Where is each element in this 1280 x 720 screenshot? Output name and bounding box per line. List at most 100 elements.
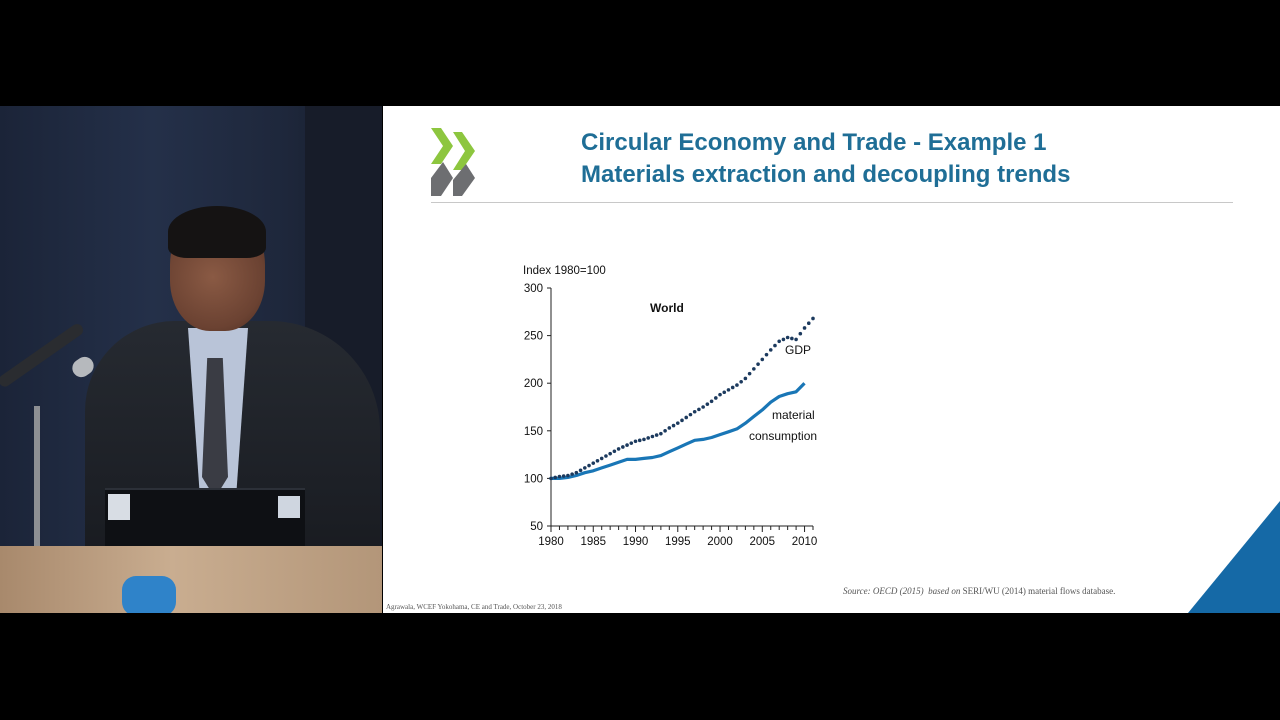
slide-title: Circular Economy and Trade - Example 1 M… xyxy=(581,127,1070,191)
gdp-point xyxy=(802,326,807,330)
source-italic-2: based on xyxy=(928,586,961,596)
chart-title: World xyxy=(650,301,684,315)
gdp-point xyxy=(747,371,752,376)
gdp-point xyxy=(671,423,676,428)
gdp-point xyxy=(726,388,731,392)
laptop xyxy=(105,488,305,552)
speaker-camera-feed xyxy=(0,106,382,613)
source-note: Source: OECD (2015) based on SERI/WU (20… xyxy=(843,586,1115,596)
x-tick-label: 1995 xyxy=(665,536,691,548)
gdp-point xyxy=(794,337,798,342)
gdp-point xyxy=(557,474,562,479)
y-tick-label: 100 xyxy=(524,473,543,485)
y-tick-label: 250 xyxy=(524,331,543,343)
x-tick-label: 1985 xyxy=(580,536,606,548)
gdp-point xyxy=(604,454,608,458)
annotation-gdp: GDP xyxy=(785,343,811,357)
y-axis-label: Index 1980=100 xyxy=(523,265,606,277)
podium-logo xyxy=(122,576,176,613)
corner-accent xyxy=(1188,501,1280,613)
speaker-tie xyxy=(202,358,228,498)
x-tick-label: 2005 xyxy=(749,536,775,548)
x-tick-label: 2000 xyxy=(707,536,733,548)
gdp-point xyxy=(739,379,743,384)
microphone xyxy=(0,321,86,389)
gdp-point xyxy=(650,434,655,439)
world-index-chart: Index 1980=100 300 250 200 150 100 50 1980 1985 1… xyxy=(523,265,818,548)
gdp-point xyxy=(735,383,739,387)
gdp-point xyxy=(798,331,803,336)
gdp-point xyxy=(785,335,790,340)
gdp-point xyxy=(680,418,684,423)
annotation-material-line1: material xyxy=(772,408,815,422)
gdp-point xyxy=(781,337,786,342)
gdp-point xyxy=(743,376,748,381)
gdp-point xyxy=(663,429,667,433)
gdp-point xyxy=(612,449,617,454)
gdp-point xyxy=(697,407,701,412)
gdp-point xyxy=(595,458,600,463)
source-rest: SERI/WU (2014) material flows database. xyxy=(960,586,1116,596)
series-line-material-consumption xyxy=(551,382,806,480)
slide-title-line-1: Circular Economy and Trade - Example 1 xyxy=(581,129,1047,156)
gdp-point xyxy=(561,474,566,478)
laptop-sticker xyxy=(108,494,130,520)
gdp-point xyxy=(773,343,777,348)
gdp-point xyxy=(714,396,718,400)
y-tick-label: 200 xyxy=(524,378,543,390)
gdp-point xyxy=(692,409,697,414)
gdp-point xyxy=(760,357,765,362)
gdp-point xyxy=(570,472,574,476)
gdp-point xyxy=(777,339,781,344)
annotation-material-line2: consumption xyxy=(749,429,817,443)
gdp-point xyxy=(608,451,612,456)
gdp-point xyxy=(553,475,558,480)
gdp-point xyxy=(675,421,680,425)
logo-chevron-green-right xyxy=(453,132,475,170)
gdp-point xyxy=(768,348,773,352)
logo-chevron-green-left xyxy=(431,128,453,164)
slide-footer: Agrawala, WCEF Yokohama, CE and Trade, O… xyxy=(386,603,562,611)
gdp-point xyxy=(583,466,587,470)
gdp-point xyxy=(616,447,621,451)
source-italic-1: Source: OECD (2015) xyxy=(843,586,924,596)
x-tick-label: 1980 xyxy=(538,536,564,548)
gdp-point xyxy=(722,390,727,395)
logo-chevron-gray-right xyxy=(453,164,475,196)
video-frame: Circular Economy and Trade - Example 1 M… xyxy=(0,106,1280,613)
title-divider xyxy=(431,202,1233,203)
speaker-hair xyxy=(168,206,266,258)
presentation-slide: Circular Economy and Trade - Example 1 M… xyxy=(383,106,1280,613)
gdp-point xyxy=(701,405,705,409)
microphone-stand xyxy=(34,406,40,548)
y-tick-label: 150 xyxy=(524,426,543,438)
gdp-point xyxy=(578,468,583,473)
gdp-point xyxy=(709,399,714,404)
gdp-point xyxy=(752,367,756,371)
gdp-point xyxy=(591,461,596,465)
gdp-point xyxy=(637,438,642,443)
podium xyxy=(0,546,382,613)
gdp-point xyxy=(625,443,629,447)
gdp-point xyxy=(756,362,760,366)
gdp-point xyxy=(730,385,735,390)
gdp-point xyxy=(549,476,553,481)
gdp-point xyxy=(646,436,650,440)
gdp-point xyxy=(684,415,689,420)
gdp-point xyxy=(811,316,815,321)
gdp-point xyxy=(587,463,591,468)
gdp-point xyxy=(705,402,710,406)
laptop-sticker xyxy=(278,496,300,518)
slide-title-line-2: Materials extraction and decoupling tren… xyxy=(581,161,1071,188)
gdp-point xyxy=(718,392,722,397)
gdp-point xyxy=(566,473,570,478)
gdp-point xyxy=(633,439,638,444)
gdp-point xyxy=(654,433,659,437)
oecd-logo xyxy=(431,128,475,196)
x-tick-label: 2010 xyxy=(792,536,818,548)
y-tick-label: 50 xyxy=(530,521,543,533)
gdp-point xyxy=(599,456,604,461)
gdp-point xyxy=(629,441,634,445)
gdp-point xyxy=(764,352,769,357)
logo-chevron-gray-left xyxy=(431,162,453,196)
